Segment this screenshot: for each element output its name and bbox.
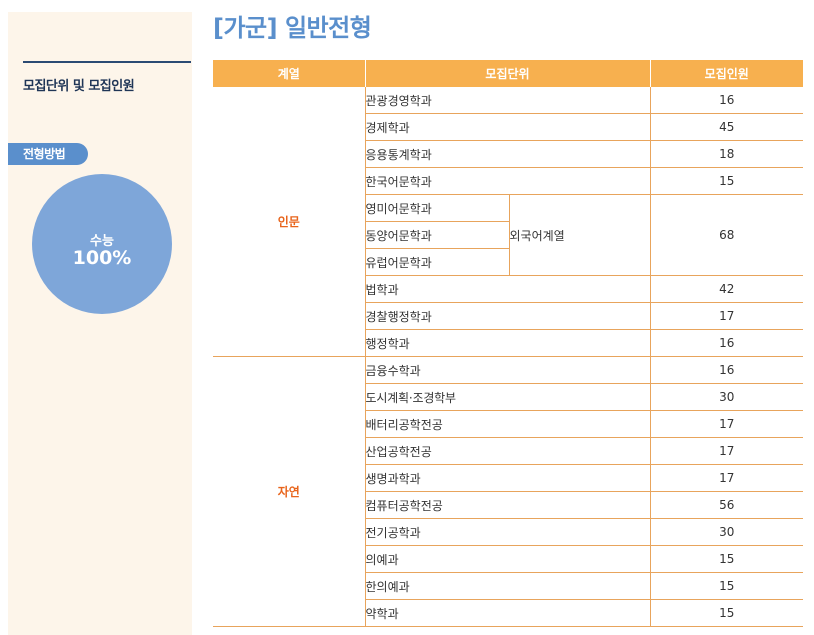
table-row: 한국어문학과 15 — [213, 167, 804, 195]
admission-table: 계열 모집단위 모집인원 인문 관광경영학과 16 경제학과 45 응용통계학과… — [213, 60, 804, 627]
table-row: 응용통계학과 18 — [213, 140, 804, 168]
count-cell: 42 — [649, 275, 804, 303]
circle-label: 수능 — [90, 234, 114, 249]
dept-cell: 관광경영학과 — [364, 87, 651, 114]
table-row: 유럽어문학과 — [213, 248, 803, 276]
circle-value: 100% — [72, 247, 132, 269]
table-row: 자연 금융수학과 16 — [213, 356, 804, 627]
table-row: 법학과 42 — [213, 275, 804, 303]
foreign-lang-group: 외국어계열 — [508, 194, 651, 276]
dept-cell: 약학과 — [364, 599, 651, 627]
count-cell: 15 — [649, 167, 804, 195]
table-row: 배터리공학전공 17 — [213, 410, 804, 438]
dept-cell: 영미어문학과 — [364, 194, 510, 222]
table-row: 인문 관광경영학과 16 — [213, 87, 804, 357]
dept-cell: 배터리공학전공 — [364, 410, 651, 438]
table-row: 약학과 15 — [213, 599, 804, 627]
table-row: 의예과 15 — [213, 545, 804, 573]
table-row: 산업공학전공 17 — [213, 437, 804, 465]
dept-cell: 한의예과 — [364, 572, 651, 600]
group-humanities: 인문 — [213, 87, 366, 357]
table-row: 경제학과 45 — [213, 113, 804, 141]
count-cell: 15 — [649, 599, 804, 627]
dept-cell: 컴퓨터공학전공 — [364, 491, 651, 519]
dept-cell: 한국어문학과 — [364, 167, 651, 195]
dept-cell: 유럽어문학과 — [364, 248, 510, 276]
sidebar-heading: 모집단위 및 모집인원 — [23, 79, 135, 94]
count-cell: 17 — [649, 437, 804, 465]
dept-cell: 동양어문학과 — [364, 221, 510, 249]
dept-cell: 도시계획·조경학부 — [364, 383, 651, 411]
table-row: 영미어문학과 외국어계열 68 — [213, 194, 804, 276]
dept-cell: 전기공학과 — [364, 518, 651, 546]
dept-cell: 금융수학과 — [364, 356, 651, 384]
table-row: 컴퓨터공학전공 56 — [213, 491, 804, 519]
table-header-row: 계열 모집단위 모집인원 — [213, 60, 804, 87]
dept-cell: 경찰행정학과 — [364, 302, 651, 330]
group-science: 자연 — [213, 356, 366, 627]
page-title: [가군] 일반전형 — [213, 14, 372, 42]
count-cell: 68 — [649, 194, 804, 276]
dept-cell: 경제학과 — [364, 113, 651, 141]
dept-cell: 응용통계학과 — [364, 140, 651, 168]
count-cell: 30 — [649, 518, 804, 546]
sidebar-divider — [23, 61, 191, 63]
dept-cell: 법학과 — [364, 275, 651, 303]
table-row: 전기공학과 30 — [213, 518, 804, 546]
count-cell: 56 — [649, 491, 804, 519]
count-cell: 30 — [649, 383, 804, 411]
dept-cell: 산업공학전공 — [364, 437, 651, 465]
dept-cell: 행정학과 — [364, 329, 651, 357]
table-row: 도시계획·조경학부 30 — [213, 383, 804, 411]
count-cell: 17 — [649, 302, 804, 330]
header-unit: 모집단위 — [364, 60, 651, 87]
count-cell: 16 — [649, 87, 804, 114]
header-count: 모집인원 — [649, 60, 804, 87]
method-badge: 전형방법 — [8, 143, 88, 165]
count-cell: 15 — [649, 572, 804, 600]
dept-cell: 의예과 — [364, 545, 651, 573]
table-row: 생명과학과 17 — [213, 464, 804, 492]
count-cell: 17 — [649, 410, 804, 438]
count-cell: 45 — [649, 113, 804, 141]
table-row: 경찰행정학과 17 — [213, 302, 804, 330]
count-cell: 16 — [649, 329, 804, 357]
header-group: 계열 — [213, 60, 366, 87]
count-cell: 16 — [649, 356, 804, 384]
table-row: 동양어문학과 — [213, 221, 803, 249]
count-cell: 17 — [649, 464, 804, 492]
sidebar: 모집단위 및 모집인원 전형방법 수능 100% — [8, 12, 192, 635]
count-cell: 15 — [649, 545, 804, 573]
method-circle: 수능 100% — [32, 174, 172, 314]
count-cell: 18 — [649, 140, 804, 168]
table-row: 한의예과 15 — [213, 572, 804, 600]
table-row: 행정학과 16 — [213, 329, 804, 357]
dept-cell: 생명과학과 — [364, 464, 651, 492]
